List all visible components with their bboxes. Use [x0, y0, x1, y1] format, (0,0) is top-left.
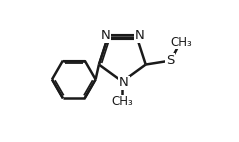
Text: CH₃: CH₃ [111, 95, 133, 108]
Text: N: N [134, 29, 144, 42]
Text: CH₃: CH₃ [171, 36, 192, 49]
Text: N: N [119, 76, 129, 89]
Text: N: N [100, 29, 110, 42]
Text: S: S [166, 54, 174, 67]
